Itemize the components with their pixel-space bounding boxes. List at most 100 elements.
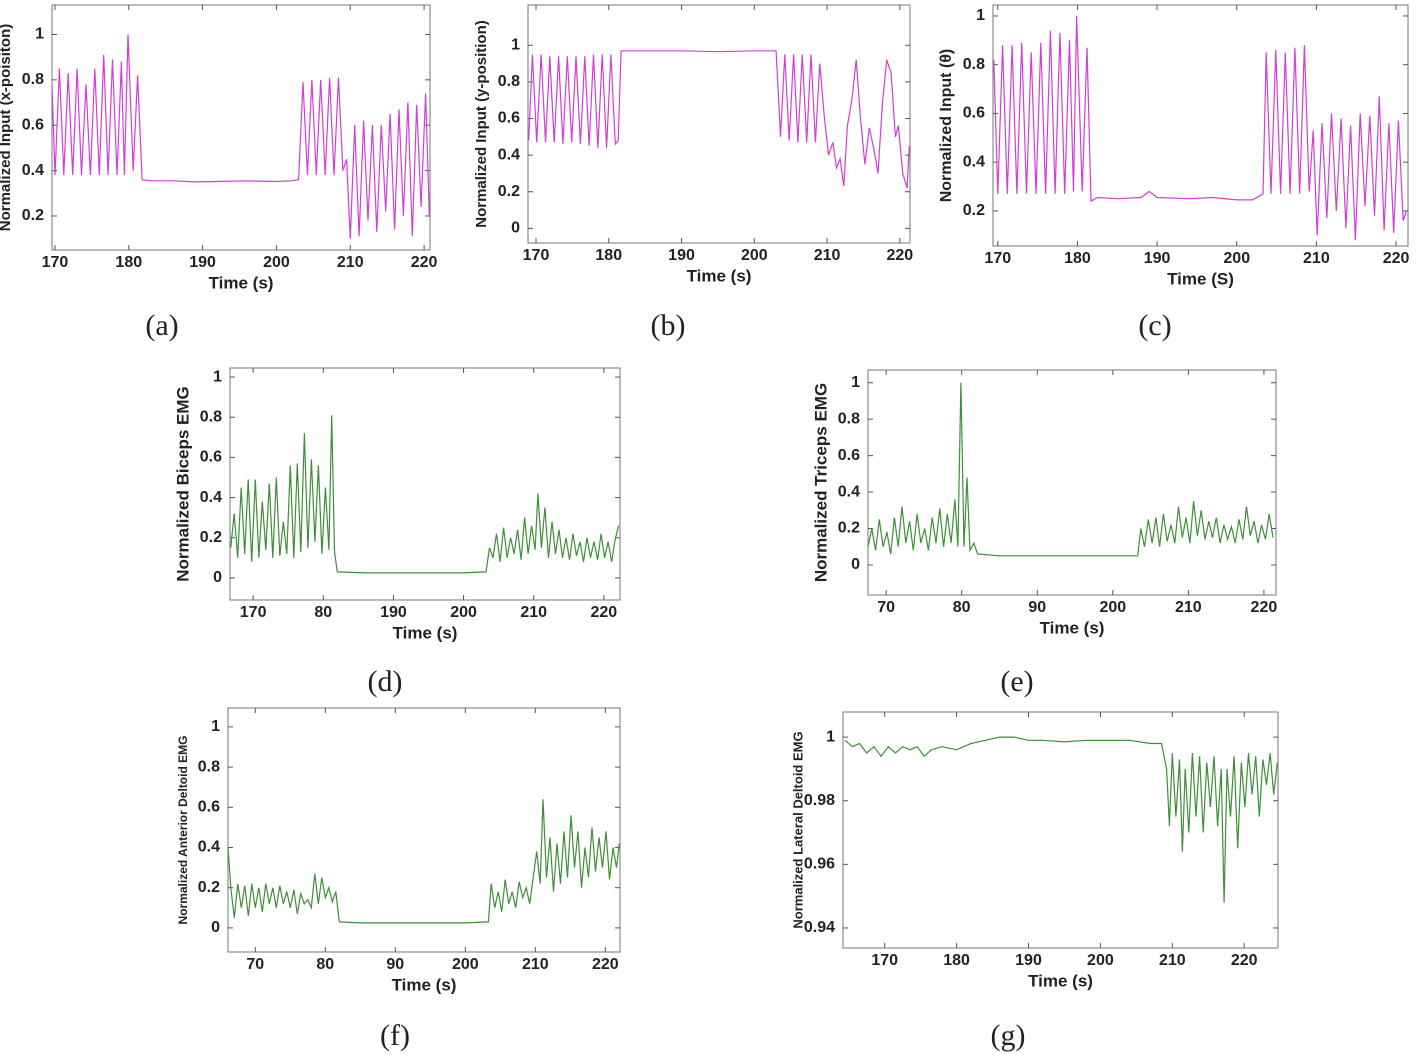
y-tick-label: 0.6 (198, 799, 220, 816)
y-tick-label: 0.6 (498, 110, 520, 127)
y-tick-label: 0 (851, 556, 860, 573)
x-tick-label: 200 (741, 247, 768, 264)
plot-area (51, 4, 431, 251)
plot-area (527, 4, 911, 244)
y-tick-label: 1 (826, 728, 835, 745)
y-axis-label: Normalized Input (y-position) (473, 20, 490, 228)
data-line (528, 50, 910, 189)
x-tick-label: 180 (943, 952, 970, 969)
panel: 70 80 90 200 210 220 0 0.2 0.4 0.6 0.8 1 Time (s) Nor… (811, 369, 1278, 698)
x-tick-label: 90 (386, 956, 404, 973)
y-tick-label: 0.2 (200, 529, 222, 546)
x-tick-label: 170 (871, 952, 898, 969)
panel: 170 80 190 200 210 220 0 0.2 0.4 0.6 0.8 1 Time (s) N… (173, 367, 621, 698)
x-tick-label: 210 (337, 254, 364, 271)
plot-area (842, 711, 1279, 949)
x-tick-label: 80 (316, 956, 334, 973)
x-tick-label: 90 (1028, 599, 1046, 616)
y-tick-label: 0.8 (838, 410, 860, 427)
data-line (993, 15, 1407, 241)
data-line (227, 799, 620, 924)
x-axis-label: Time (S) (1167, 269, 1234, 288)
panel: 170 180 190 200 210 220 0.2 0.4 0.6 0.8 1 Time (S) N… (938, 4, 1409, 342)
y-axis-label: Normalized Anterior Deltoid EMG (176, 736, 190, 925)
y-tick-label: 1 (35, 26, 44, 43)
x-tick-label: 180 (595, 247, 622, 264)
caption: (d) (368, 665, 403, 698)
x-axis-label: Time (s) (1040, 618, 1105, 637)
y-tick-label: 0.4 (22, 162, 44, 179)
x-tick-label: 210 (1175, 599, 1202, 616)
y-tick-label: 0.4 (838, 483, 860, 500)
y-tick-label: 0.6 (22, 116, 44, 133)
y-tick-label: 1 (211, 718, 220, 735)
y-tick-label: 0.8 (198, 758, 220, 775)
y-tick-label: 0.96 (804, 856, 835, 873)
x-tick-label: 220 (411, 254, 438, 271)
x-tick-label: 170 (240, 604, 267, 621)
y-tick-label: 0.4 (498, 146, 520, 163)
x-tick-label: 70 (877, 599, 895, 616)
x-axis-label: Time (s) (392, 975, 457, 994)
data-line (51, 34, 430, 239)
data-line (867, 382, 1274, 557)
x-tick-label: 220 (1251, 599, 1278, 616)
y-axis-label: Normalized Lateral Deltoid EMG (790, 731, 805, 928)
x-tick-label: 180 (1064, 250, 1091, 267)
caption: (g) (991, 1019, 1026, 1052)
x-tick-label: 200 (263, 254, 290, 271)
x-tick-label: 200 (1087, 952, 1114, 969)
y-axis-label: Normalized Input (θ) (938, 49, 955, 203)
x-tick-label: 220 (591, 604, 618, 621)
x-tick-label: 190 (1015, 952, 1042, 969)
y-tick-label: 0.8 (498, 73, 520, 90)
y-tick-label: 0 (511, 220, 520, 237)
y-tick-label: 1 (511, 36, 520, 53)
y-tick-label: 1 (976, 7, 985, 24)
y-tick-label: 0.6 (838, 447, 860, 464)
y-tick-label: 0.94 (804, 919, 835, 936)
x-tick-label: 70 (246, 956, 264, 973)
x-tick-label: 170 (523, 247, 550, 264)
x-tick-label: 170 (984, 250, 1011, 267)
y-tick-label: 0.2 (838, 520, 860, 537)
y-tick-label: 0 (211, 919, 220, 936)
x-tick-label: 80 (953, 599, 971, 616)
caption: (c) (1138, 309, 1171, 342)
panel: 170 180 190 200 210 220 0.2 0.4 0.6 0.8 1 Time (s) N… (0, 4, 438, 342)
x-tick-label: 220 (1231, 952, 1258, 969)
x-tick-label: 190 (189, 254, 216, 271)
panel: 170 180 190 200 210 220 0.94 0.96 0.98 1 Time (s) N… (790, 711, 1279, 1052)
plot-area (229, 367, 621, 601)
y-axis-label: Normalized Input (x-poisiton) (0, 24, 14, 232)
y-tick-label: 0.2 (498, 183, 520, 200)
caption: (e) (1000, 665, 1033, 698)
panel: 70 80 90 200 210 220 0 0.2 0.4 0.6 0.8 1 Time (s) Nor… (176, 707, 621, 1052)
data-line (844, 736, 1278, 903)
y-tick-label: 0.4 (200, 489, 222, 506)
x-axis-label: Time (s) (687, 266, 752, 285)
x-tick-label: 210 (814, 247, 841, 264)
plot-area (867, 369, 1277, 596)
x-tick-label: 190 (1144, 250, 1171, 267)
x-tick-label: 220 (886, 247, 913, 264)
x-axis-label: Time (s) (209, 273, 274, 292)
caption: (b) (651, 309, 686, 342)
y-axis-label: Normalized Triceps EMG (811, 383, 830, 582)
data-line (230, 415, 620, 574)
y-tick-label: 0.2 (963, 202, 985, 219)
x-tick-label: 80 (314, 604, 332, 621)
y-tick-label: 0.4 (963, 153, 985, 170)
x-tick-label: 210 (1159, 952, 1186, 969)
x-tick-label: 210 (1303, 250, 1330, 267)
y-tick-label: 0.8 (963, 56, 985, 73)
x-tick-label: 180 (115, 254, 142, 271)
x-tick-label: 200 (1099, 599, 1126, 616)
y-tick-label: 0.6 (963, 105, 985, 122)
x-tick-label: 200 (450, 604, 477, 621)
y-tick-label: 0.8 (22, 71, 44, 88)
x-tick-label: 210 (522, 956, 549, 973)
y-tick-label: 0 (213, 569, 222, 586)
x-tick-label: 190 (380, 604, 407, 621)
